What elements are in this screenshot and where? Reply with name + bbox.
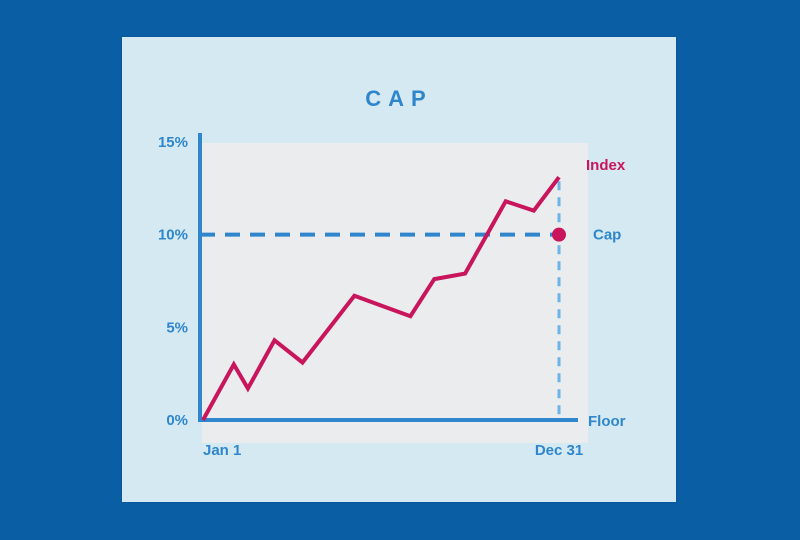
x-end-label: Dec 31 bbox=[535, 442, 583, 459]
cap-label: Cap bbox=[593, 227, 621, 244]
y-tick-label: 10% bbox=[158, 227, 188, 244]
y-tick-label: 5% bbox=[166, 319, 188, 336]
index-series-line bbox=[201, 175, 561, 421]
x-start-label: Jan 1 bbox=[203, 442, 241, 459]
floor-label: Floor bbox=[588, 413, 626, 430]
chart-title: CAP bbox=[365, 86, 433, 111]
index-series-label: Index bbox=[586, 157, 626, 174]
y-tick-label: 15% bbox=[158, 134, 188, 151]
plot-area bbox=[202, 143, 588, 443]
cap-marker bbox=[552, 227, 566, 242]
y-tick-label: 0% bbox=[166, 412, 188, 429]
